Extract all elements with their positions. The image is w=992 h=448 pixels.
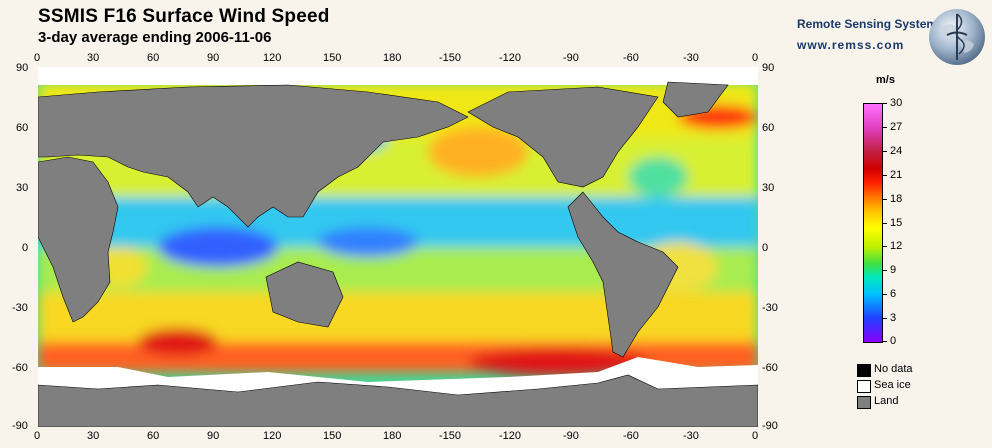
lat-tick-label-left: 90: [16, 62, 29, 74]
colorbar-tick: [882, 127, 887, 128]
globe-logo-icon: [929, 9, 985, 65]
brand-url[interactable]: www.remss.com: [797, 38, 905, 52]
lat-tick-label-left: -30: [12, 302, 28, 314]
map-title: SSMIS F16 Surface Wind Speed: [38, 6, 330, 27]
lon-tick-label-bottom: 90: [207, 430, 220, 442]
colorbar-label: 27: [890, 121, 903, 133]
legend-label-land: Land: [874, 395, 899, 407]
lat-tick-label-left: 0: [22, 242, 29, 254]
colorbar-tick: [882, 270, 887, 271]
lon-tick-label-bottom: -90: [563, 430, 579, 442]
lon-tick-label-top: -150: [439, 52, 462, 64]
lon-tick-label-bottom: -60: [623, 430, 639, 442]
lat-tick-label-right: 90: [762, 62, 775, 74]
colorbar-label: 0: [890, 335, 897, 347]
lat-tick-label-left: -60: [12, 362, 28, 374]
colorbar-tick: [882, 246, 887, 247]
brand-name[interactable]: Remote Sensing Systems: [797, 17, 944, 31]
colorbar-tick: [882, 103, 887, 104]
lon-tick-label-bottom: -120: [499, 430, 522, 442]
lon-tick-label-bottom: 180: [383, 430, 402, 442]
lon-tick-label-top: -90: [563, 52, 579, 64]
colorbar-label: 18: [890, 193, 903, 205]
lon-tick-label-top: 120: [263, 52, 282, 64]
lon-tick-label-top: 90: [207, 52, 220, 64]
colorbar-label: 6: [890, 288, 897, 300]
lat-tick-label-left: 30: [16, 182, 29, 194]
lat-tick-label-right: 0: [762, 242, 769, 254]
lon-tick-label-bottom: 120: [263, 430, 282, 442]
colorbar-tick: [882, 341, 887, 342]
lat-tick-label-right: -60: [762, 362, 778, 374]
lon-tick-label-top: 30: [87, 52, 100, 64]
lon-tick-label-bottom: 150: [323, 430, 342, 442]
colorbar-tick: [882, 294, 887, 295]
map-subtitle: 3-day average ending 2006-11-06: [38, 29, 272, 46]
lon-tick-label-top: 150: [323, 52, 342, 64]
lat-tick-label-left: 60: [16, 122, 29, 134]
lon-tick-label-top: 0: [752, 52, 759, 64]
lon-tick-label-bottom: -150: [439, 430, 462, 442]
lon-tick-label-top: 60: [147, 52, 160, 64]
lat-tick-label-right: 30: [762, 182, 775, 194]
colorbar-label: 3: [890, 312, 897, 324]
colorbar-label: 21: [890, 169, 903, 181]
lon-tick-label-bottom: 0: [34, 430, 41, 442]
lon-tick-label-bottom: 0: [752, 430, 759, 442]
wind-speed-map: [38, 67, 758, 427]
colorbar-label: 12: [890, 240, 903, 252]
lon-tick-label-top: 180: [383, 52, 402, 64]
colorbar-tick: [882, 223, 887, 224]
colorbar-label: 15: [890, 217, 903, 229]
colorbar-tick: [882, 199, 887, 200]
colorbar-tick: [882, 151, 887, 152]
legend-label-sea-ice: Sea ice: [874, 379, 911, 391]
lon-tick-label-top: -30: [683, 52, 699, 64]
lon-tick-label-top: -120: [499, 52, 522, 64]
legend-label-no-data: No data: [874, 363, 913, 375]
lon-tick-label-bottom: 30: [87, 430, 100, 442]
lat-tick-label-right: -30: [762, 302, 778, 314]
lat-tick-label-right: 60: [762, 122, 775, 134]
colorbar-unit: m/s: [876, 74, 895, 86]
legend-swatch-land: [857, 396, 871, 409]
colorbar-label: 24: [890, 145, 903, 157]
colorbar: [863, 103, 883, 343]
lon-tick-label-bottom: -30: [683, 430, 699, 442]
lon-tick-label-bottom: 60: [147, 430, 160, 442]
colorbar-tick: [882, 175, 887, 176]
lat-tick-label-left: -90: [12, 420, 28, 432]
legend-swatch-sea-ice: [857, 380, 871, 393]
lon-tick-label-top: 0: [34, 52, 41, 64]
lat-tick-label-right: -90: [762, 420, 778, 432]
colorbar-tick: [882, 318, 887, 319]
legend-swatch-no-data: [857, 364, 871, 377]
lon-tick-label-top: -60: [623, 52, 639, 64]
colorbar-label: 9: [890, 264, 897, 276]
colorbar-label: 30: [890, 97, 903, 109]
